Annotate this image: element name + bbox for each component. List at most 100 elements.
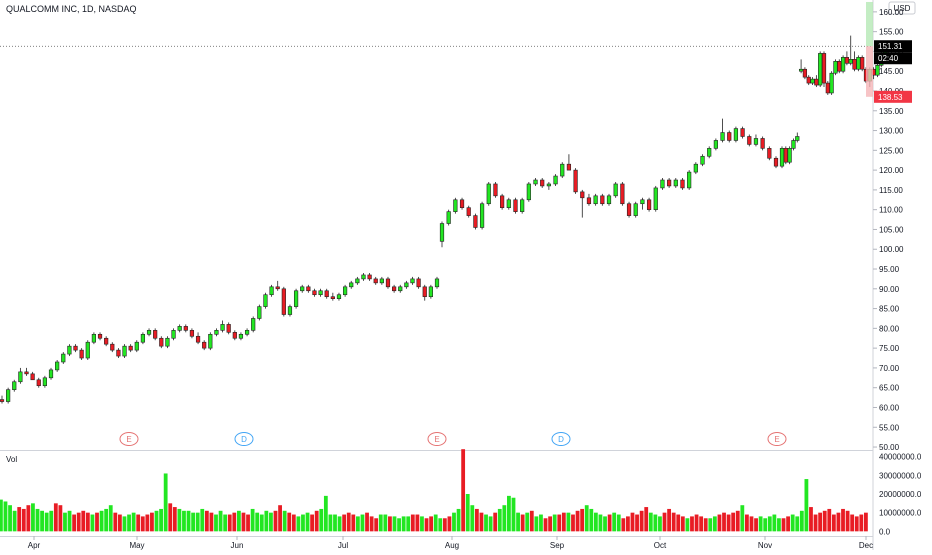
volume-bar[interactable] [543, 518, 548, 532]
candle-body[interactable] [300, 286, 305, 292]
candle-body[interactable] [779, 148, 785, 167]
volume-bar[interactable] [365, 512, 369, 532]
volume-bar[interactable] [291, 514, 296, 532]
volume-bar[interactable] [40, 510, 44, 532]
volume-bar[interactable] [200, 508, 205, 532]
volume-bar[interactable] [127, 514, 131, 532]
candle-body[interactable] [613, 183, 618, 197]
volume-bar[interactable] [406, 516, 411, 532]
volume-bar[interactable] [493, 512, 498, 532]
volume-bar[interactable] [735, 510, 740, 532]
volume-bar[interactable] [452, 512, 456, 532]
volume-bar[interactable] [461, 449, 466, 532]
event-marker-earnings[interactable] [427, 432, 447, 446]
volume-bar[interactable] [424, 518, 429, 532]
volume-bar[interactable] [607, 514, 612, 532]
volume-bar[interactable] [168, 503, 173, 532]
volume-bar[interactable] [67, 510, 72, 532]
volume-bar[interactable] [616, 514, 621, 532]
candle-body[interactable] [526, 183, 531, 201]
volume-bar[interactable] [749, 516, 754, 532]
volume-bar[interactable] [653, 514, 658, 532]
candle-body[interactable] [385, 278, 391, 288]
volume-bar[interactable] [113, 512, 118, 532]
volume-bar[interactable] [420, 516, 424, 532]
volume-bar[interactable] [470, 505, 475, 532]
candle-body[interactable] [73, 345, 78, 351]
candle-body[interactable] [486, 183, 491, 205]
volume-bar[interactable] [314, 510, 319, 532]
volume-bar[interactable] [648, 512, 653, 532]
volume-bar[interactable] [342, 514, 347, 532]
volume-bar[interactable] [799, 510, 804, 532]
volume-bar[interactable] [388, 516, 392, 532]
candle-body[interactable] [727, 132, 732, 141]
candle-body[interactable] [506, 199, 511, 208]
candle-body[interactable] [560, 163, 565, 177]
candle-body[interactable] [825, 82, 830, 94]
volume-bar[interactable] [845, 510, 850, 532]
volume-bar[interactable] [786, 516, 790, 532]
volume-bar[interactable] [680, 516, 685, 532]
volume-bar[interactable] [447, 516, 452, 532]
candle-body[interactable] [586, 197, 592, 205]
candle-body[interactable] [330, 296, 335, 299]
candle-body[interactable] [633, 203, 638, 216]
volume-bar[interactable] [319, 508, 324, 532]
candle-body[interactable] [640, 199, 645, 205]
volume-bar[interactable] [561, 512, 566, 532]
currency-badge[interactable] [888, 1, 916, 15]
volume-bar[interactable] [21, 508, 26, 532]
volume-bar[interactable] [218, 510, 223, 532]
volume-bar[interactable] [44, 512, 49, 532]
candle-body[interactable] [128, 345, 133, 351]
volume-bar[interactable] [323, 495, 328, 532]
volume-bar[interactable] [507, 495, 511, 532]
volume-bar[interactable] [456, 508, 461, 532]
volume-bar[interactable] [539, 514, 543, 532]
volume-bar[interactable] [53, 503, 58, 532]
volume-bar[interactable] [809, 507, 813, 532]
volume-bar[interactable] [255, 512, 260, 532]
volume-bar[interactable] [777, 518, 781, 532]
candle-body[interactable] [533, 179, 538, 185]
volume-bar[interactable] [745, 514, 749, 532]
volume-bar[interactable] [154, 510, 159, 532]
volume-bar[interactable] [731, 512, 736, 532]
volume-bar[interactable] [465, 494, 470, 532]
volume-bar[interactable] [580, 508, 585, 532]
volume-bar[interactable] [392, 516, 397, 532]
volume-bar[interactable] [163, 473, 168, 532]
volume-bar[interactable] [630, 512, 635, 532]
volume-bar[interactable] [818, 512, 823, 532]
volume-bar[interactable] [813, 514, 818, 532]
volume-bar[interactable] [76, 512, 81, 532]
candle-body[interactable] [220, 324, 225, 331]
candle-body[interactable] [600, 195, 605, 205]
volume-bar[interactable] [566, 512, 571, 532]
volume-bar[interactable] [635, 514, 639, 532]
volume-bar[interactable] [589, 508, 594, 532]
volume-bar[interactable] [150, 512, 154, 532]
volume-bar[interactable] [209, 512, 214, 532]
candle-body[interactable] [747, 136, 752, 145]
volume-bar[interactable] [305, 512, 310, 532]
candle-body[interactable] [55, 361, 60, 371]
candle-body[interactable] [214, 330, 219, 335]
volume-bar[interactable] [282, 510, 287, 532]
candle-body[interactable] [473, 215, 478, 228]
volume-bar[interactable] [140, 516, 145, 532]
volume-bar[interactable] [3, 501, 8, 532]
volume-bar[interactable] [172, 507, 177, 532]
candle-body[interactable] [840, 57, 846, 72]
candle-body[interactable] [238, 333, 244, 339]
volume-bar[interactable] [767, 516, 772, 532]
candle-body[interactable] [713, 140, 718, 149]
volume-bar[interactable] [410, 514, 415, 532]
volume-bar[interactable] [548, 516, 553, 532]
candle-body[interactable] [606, 195, 612, 205]
volume-bar[interactable] [699, 516, 704, 532]
candle-body[interactable] [466, 207, 471, 216]
volume-bar[interactable] [214, 514, 218, 532]
candle-body[interactable] [61, 353, 66, 363]
